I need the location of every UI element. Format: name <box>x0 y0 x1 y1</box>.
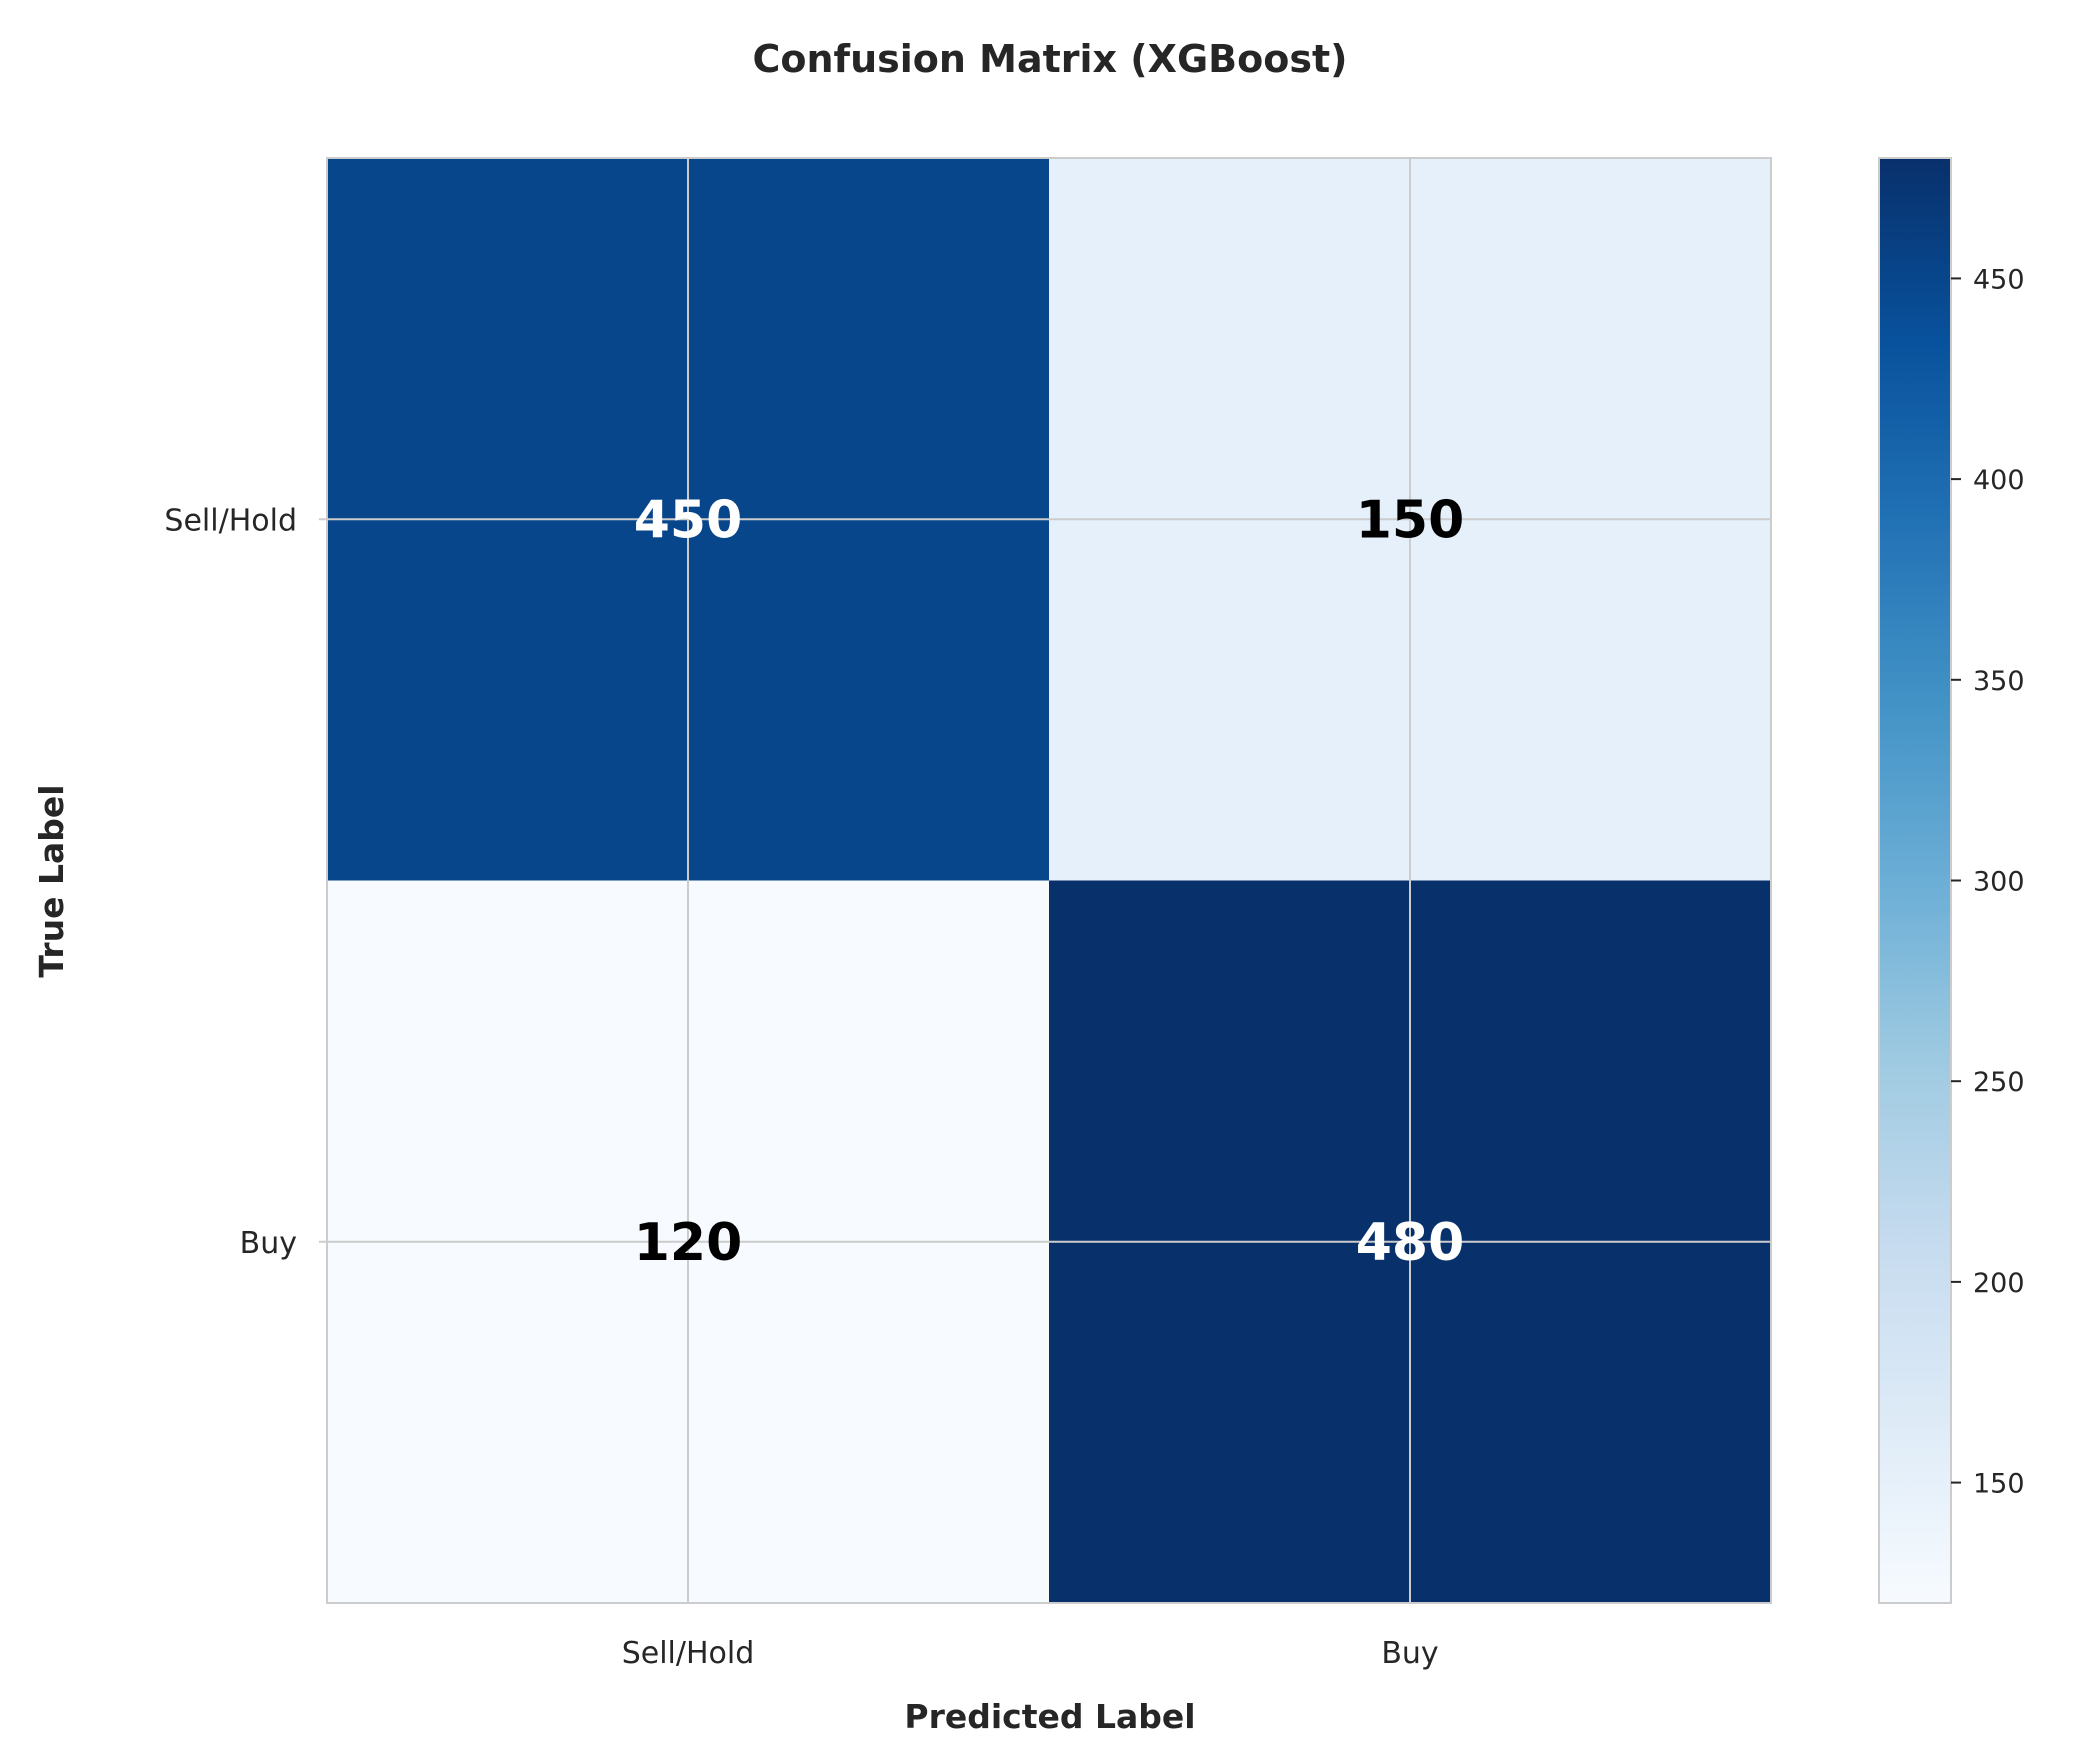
cell-value-label: 120 <box>634 1213 743 1273</box>
cell-value-label: 480 <box>1356 1213 1465 1273</box>
plot-frame <box>326 157 1772 1604</box>
y-axis-title: True Label <box>32 784 71 977</box>
x-axis-title: Predicted Label <box>904 1697 1195 1736</box>
colorbar-tick-label: 250 <box>1973 1067 2025 1098</box>
colorbar-tick-label: 400 <box>1973 465 2025 496</box>
y-tick-label: Buy <box>240 1226 297 1261</box>
colorbar-tick-label: 150 <box>1973 1469 2025 1500</box>
x-tick-label: Buy <box>1381 1636 1438 1671</box>
heatmap-cells <box>327 158 1771 1603</box>
colorbar-ticks: 150 200 250 300 350 400 450 <box>1951 264 2025 1500</box>
y-tick-label: Sell/Hold <box>164 503 297 538</box>
colorbar-tick-label: 300 <box>1973 867 2025 898</box>
colorbar-tick-label: 450 <box>1973 264 2025 295</box>
chart-title: Confusion Matrix (XGBoost) <box>753 37 1348 81</box>
y-axis-ticks: Sell/Hold Buy <box>164 503 327 1261</box>
cell-value-label: 150 <box>1356 490 1465 550</box>
x-axis-ticks: Sell/Hold Buy <box>622 1636 1439 1671</box>
cell-value-label: 450 <box>634 490 743 550</box>
grid-lines <box>327 158 1771 1603</box>
cell-value-labels: 450 150 120 480 <box>634 490 1465 1273</box>
x-tick-label: Sell/Hold <box>622 1636 755 1671</box>
colorbar-tick-label: 200 <box>1973 1268 2025 1299</box>
colorbar-tick-label: 350 <box>1973 666 2025 697</box>
colorbar <box>1878 157 1952 1604</box>
